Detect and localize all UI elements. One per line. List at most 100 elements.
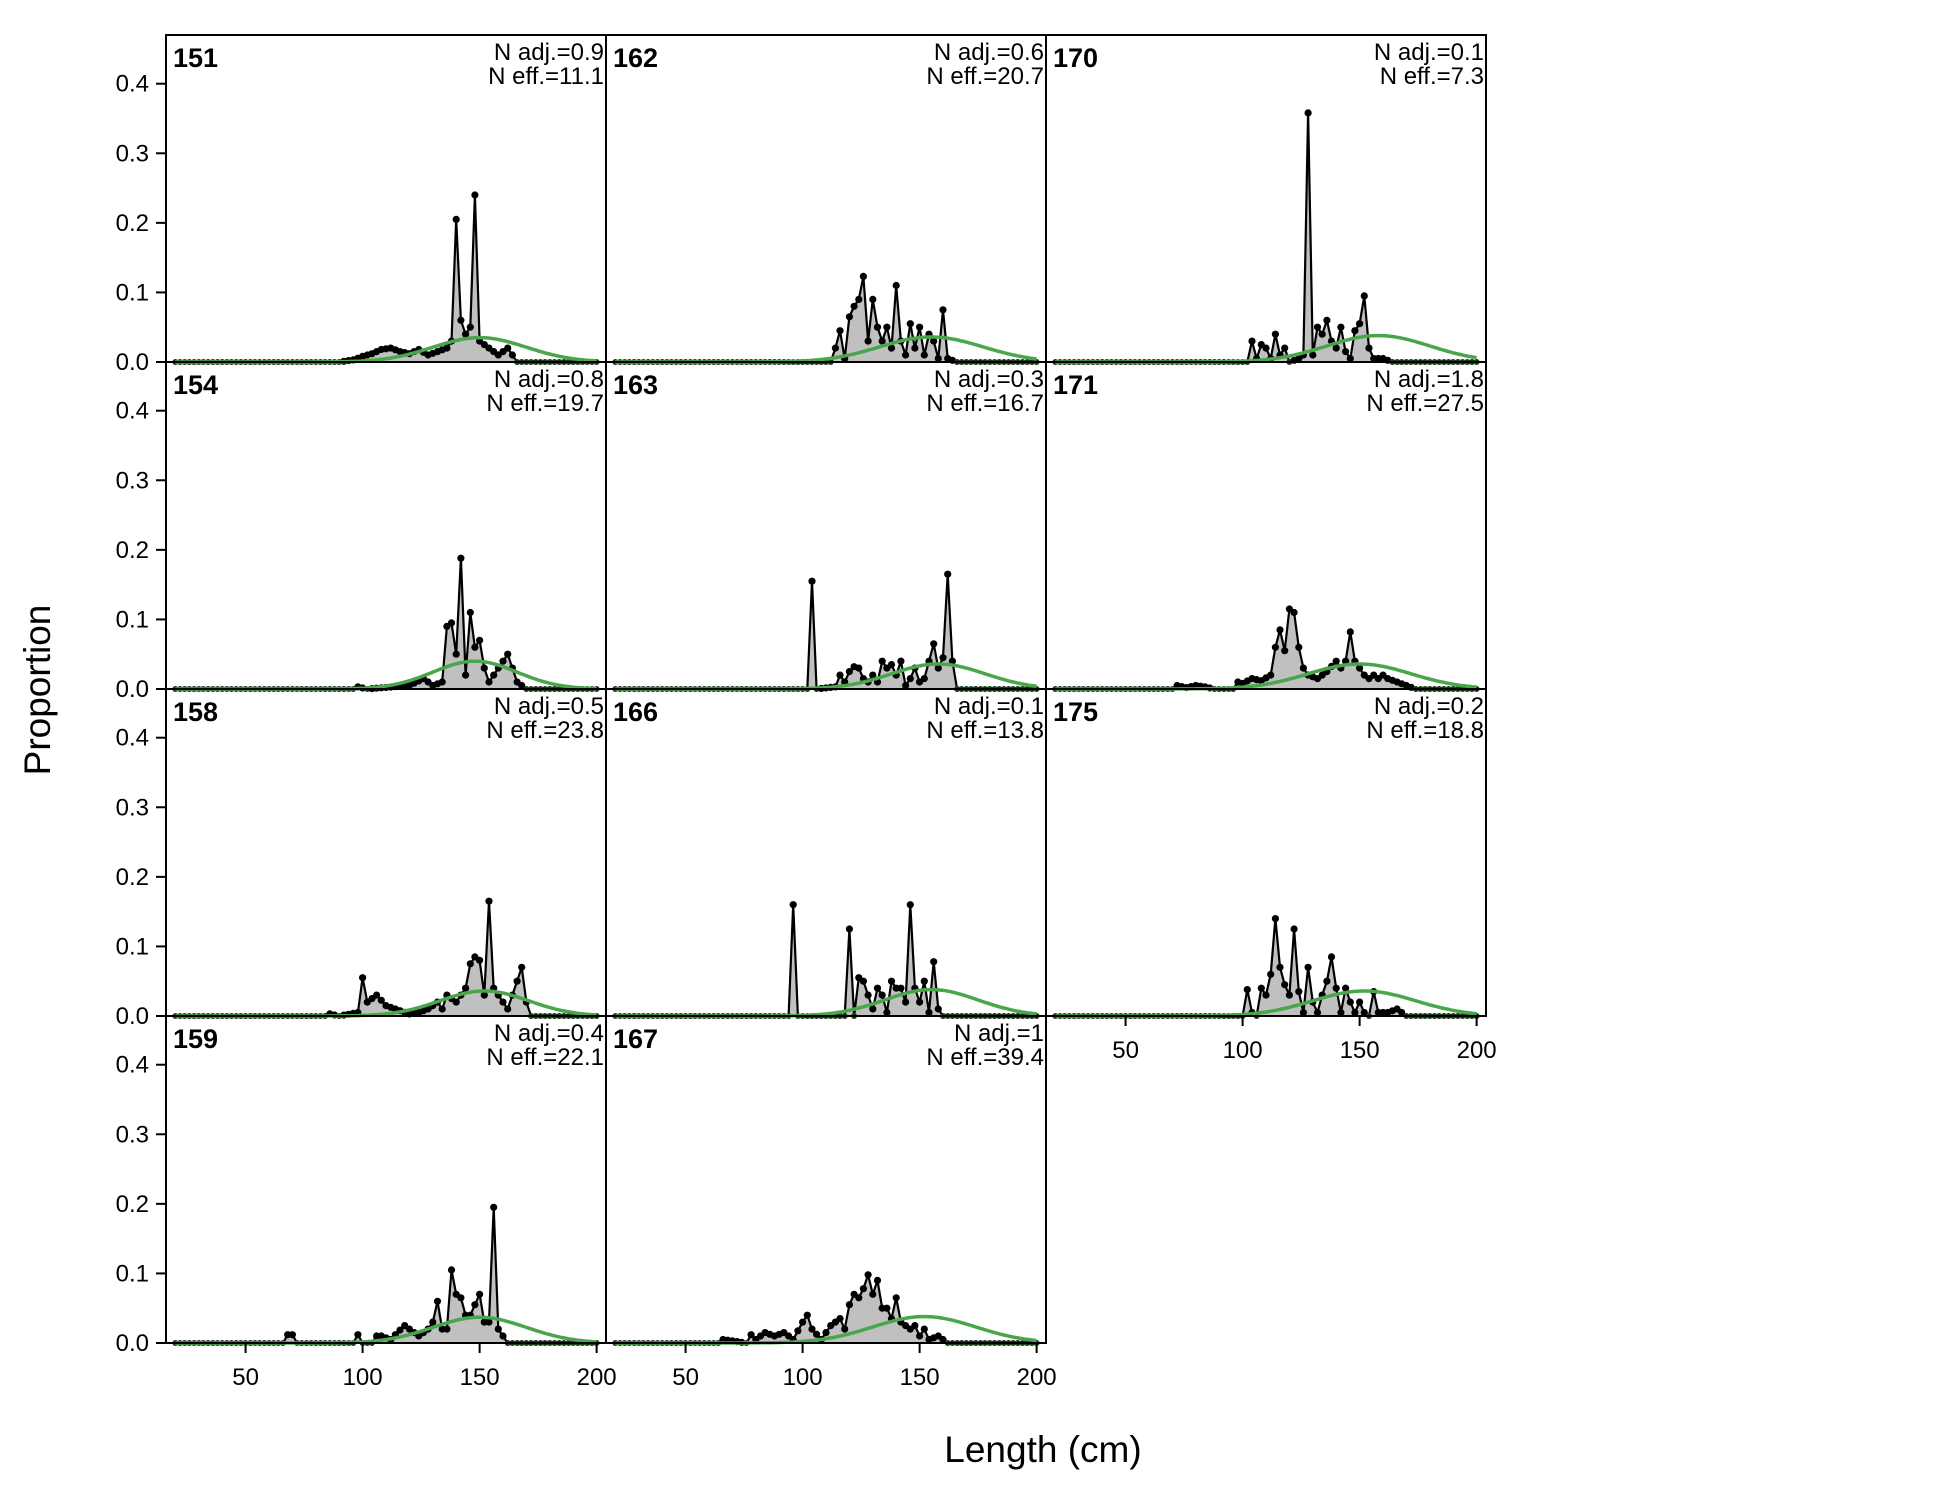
observed-point bbox=[447, 1266, 456, 1274]
observed-point bbox=[1271, 330, 1279, 338]
n-eff-label: N eff.=7.3 bbox=[1380, 63, 1484, 90]
observed-point bbox=[920, 675, 928, 683]
observed-point bbox=[504, 650, 512, 658]
observed-point bbox=[373, 991, 381, 999]
observed-point bbox=[1351, 327, 1359, 335]
panel-title: 162 bbox=[613, 43, 658, 73]
observed-point bbox=[1276, 963, 1284, 971]
expected-line bbox=[175, 1315, 597, 1345]
observed-point bbox=[794, 1327, 802, 1335]
observed-point bbox=[471, 1301, 479, 1309]
panel-166: 166 N adj.=0.1N eff.=13.8 bbox=[605, 688, 1047, 1019]
observed-point bbox=[892, 1294, 900, 1302]
n-eff-label: N eff.=23.8 bbox=[486, 717, 604, 744]
observed-point bbox=[873, 323, 882, 331]
observed-point bbox=[864, 337, 872, 345]
observed-point bbox=[864, 991, 872, 999]
observed-point bbox=[1323, 977, 1331, 985]
observed-point bbox=[1299, 1008, 1307, 1017]
observed-point bbox=[902, 681, 910, 690]
observed-point bbox=[1304, 963, 1312, 971]
observed-point bbox=[883, 323, 891, 331]
observed-point bbox=[518, 963, 526, 971]
n-eff-label: N eff.=39.4 bbox=[926, 1044, 1044, 1071]
observed-point bbox=[1304, 109, 1312, 117]
observed-points bbox=[172, 1203, 600, 1346]
observed-point bbox=[476, 636, 484, 644]
observed-point bbox=[822, 1329, 830, 1337]
observed-point bbox=[508, 351, 516, 359]
observed-line bbox=[175, 558, 597, 691]
observed-point bbox=[504, 1005, 512, 1013]
panel-title: 159 bbox=[173, 1024, 218, 1054]
panel-171: 171 N adj.=1.8N eff.=27.5 bbox=[1045, 361, 1487, 692]
x-axis-label: Length (cm) bbox=[944, 1429, 1141, 1470]
n-eff-label: N eff.=11.1 bbox=[488, 63, 604, 90]
observed-point bbox=[1346, 354, 1354, 363]
observed-point bbox=[490, 1203, 498, 1211]
observed-point bbox=[944, 570, 952, 578]
y-tick-label: 0.1 bbox=[116, 933, 149, 960]
observed-area bbox=[175, 558, 597, 689]
panel-175: 175 N adj.=0.2N eff.=18.8 bbox=[1045, 688, 1487, 1019]
observed-point bbox=[452, 650, 460, 658]
observed-point bbox=[1295, 988, 1303, 996]
observed-point bbox=[480, 991, 488, 999]
panel-title: 163 bbox=[613, 370, 658, 400]
y-tick-label: 0.3 bbox=[116, 140, 149, 167]
x-tick-label: 50 bbox=[1112, 1037, 1139, 1064]
observed-point bbox=[920, 977, 928, 985]
observed-point bbox=[466, 960, 474, 968]
observed-line bbox=[175, 1207, 597, 1345]
y-tick-label: 0.0 bbox=[116, 349, 149, 376]
panel-162: 162 N adj.=0.6N eff.=20.7 bbox=[605, 34, 1047, 365]
y-tick-label: 0.2 bbox=[116, 864, 149, 891]
observed-point bbox=[1257, 984, 1265, 992]
n-adj-label: N adj.=0.6 bbox=[934, 39, 1044, 66]
observed-point bbox=[490, 671, 498, 679]
observed-area bbox=[615, 276, 1037, 362]
observed-point bbox=[789, 901, 797, 909]
y-tick-label: 0.4 bbox=[116, 725, 149, 752]
observed-point bbox=[855, 664, 863, 672]
observed-point bbox=[1398, 1008, 1406, 1017]
observed-point bbox=[1290, 608, 1298, 617]
observed-point bbox=[1342, 348, 1350, 356]
panel-154: 154 N adj.=0.8N eff.=19.7 bbox=[165, 361, 607, 693]
observed-point bbox=[1342, 984, 1350, 992]
observed-point bbox=[471, 643, 479, 651]
n-adj-label: N adj.=0.5 bbox=[494, 693, 604, 720]
expected-line bbox=[175, 659, 597, 691]
observed-line bbox=[1055, 112, 1477, 364]
observed-point bbox=[494, 1325, 502, 1333]
y-tick-label: 0.0 bbox=[116, 1330, 149, 1357]
observed-point bbox=[930, 958, 938, 966]
observed-point bbox=[1318, 330, 1326, 338]
observed-point bbox=[939, 654, 947, 662]
observed-point bbox=[518, 681, 526, 690]
observed-point bbox=[845, 668, 854, 676]
observed-point bbox=[916, 323, 924, 331]
observed-point bbox=[747, 1331, 755, 1339]
observed-point bbox=[925, 1008, 933, 1017]
expected-line bbox=[615, 987, 1037, 1018]
y-axis-label: Proportion bbox=[17, 605, 58, 776]
y-tick-label: 0.0 bbox=[116, 1003, 149, 1030]
observed-point bbox=[499, 998, 507, 1006]
observed-point bbox=[480, 664, 488, 672]
observed-point bbox=[939, 1335, 947, 1344]
observed-point bbox=[859, 272, 868, 280]
observed-point bbox=[920, 1325, 928, 1333]
y-axis-151: 0.0 0.1 0.2 0.3 0.4 bbox=[116, 71, 166, 376]
observed-points bbox=[172, 191, 600, 365]
n-eff-label: N eff.=20.7 bbox=[926, 63, 1044, 90]
observed-point bbox=[864, 1271, 872, 1279]
observed-point bbox=[1356, 998, 1364, 1006]
panel-title: 154 bbox=[173, 370, 218, 400]
panel-title: 171 bbox=[1053, 370, 1098, 400]
observed-point bbox=[443, 344, 451, 352]
panel-167: 167 N adj.=1N eff.=39.4 bbox=[605, 1015, 1047, 1346]
n-adj-label: N adj.=0.1 bbox=[1374, 39, 1484, 66]
observed-point bbox=[1356, 664, 1364, 672]
